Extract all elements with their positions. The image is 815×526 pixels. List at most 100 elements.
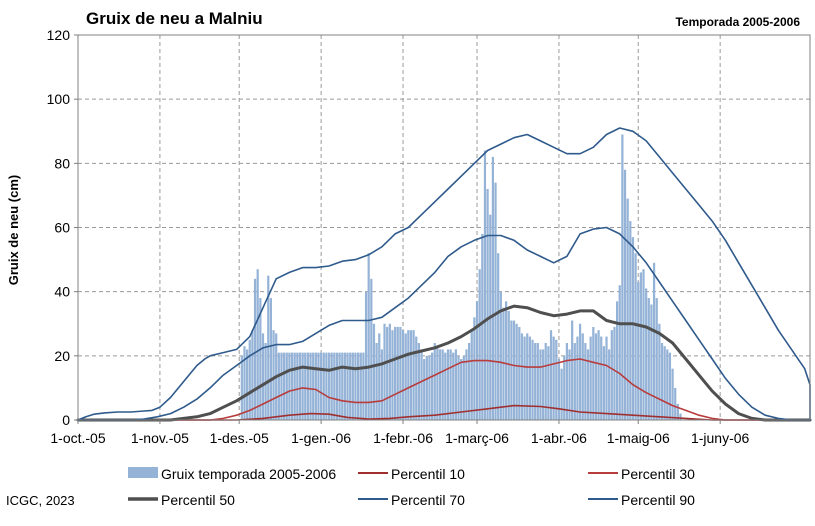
- snow-depth-bar: [565, 343, 568, 420]
- snow-depth-bar: [520, 333, 524, 420]
- x-tick-label: 1-març-06: [445, 430, 509, 446]
- snow-depth-bar: [343, 352, 347, 420]
- snow-depth-bar: [251, 330, 254, 420]
- y-tick-label: 60: [54, 220, 70, 236]
- snow-depth-bar: [494, 182, 497, 420]
- snow-depth-bar: [647, 298, 650, 420]
- snow-depth-bar: [240, 355, 243, 420]
- snow-depth-bar: [470, 330, 473, 420]
- snow-depth-bar: [467, 343, 471, 420]
- line-percentil-90: [77, 127, 811, 421]
- snow-depth-bar: [288, 352, 291, 420]
- snow-depth-bar: [486, 189, 489, 420]
- legend-label: Percentil 90: [621, 492, 695, 508]
- snow-depth-bar: [666, 349, 669, 420]
- y-tick-label: 120: [47, 27, 71, 43]
- snow-depth-bar: [349, 352, 352, 420]
- snow-depth-bar: [309, 352, 312, 420]
- snow-depth-bar: [386, 326, 389, 420]
- x-tick-label: 1-febr.-06: [373, 430, 433, 446]
- snow-depth-bar: [478, 269, 481, 420]
- snow-depth-bar: [668, 352, 672, 420]
- snow-depth-bar: [557, 359, 561, 420]
- snow-depth-bar: [293, 352, 296, 420]
- snow-depth-bar: [375, 343, 378, 420]
- snow-depth-bar: [430, 352, 434, 420]
- snow-depth-bar: [512, 320, 516, 420]
- snow-depth-bar: [576, 336, 579, 420]
- percentile-lines: [76, 127, 812, 422]
- snow-depth-bar: [301, 352, 304, 420]
- snow-depth-bar: [642, 269, 645, 420]
- snow-depth-bar: [330, 352, 333, 420]
- snow-depth-bar: [317, 352, 320, 420]
- y-tick-label: 0: [62, 412, 70, 428]
- snow-depth-bar: [396, 326, 399, 420]
- snow-depth-bar: [415, 336, 418, 420]
- snow-depth-bar: [634, 253, 637, 420]
- snow-depth-bar: [563, 355, 566, 420]
- snow-depth-bar: [608, 349, 611, 420]
- snow-depth-bar: [645, 288, 648, 420]
- snow-depth-bar: [283, 352, 286, 420]
- snow-depth-bar: [639, 272, 642, 420]
- snow-depth-bar: [615, 301, 619, 420]
- snow-depth-bar: [671, 368, 674, 420]
- snow-depth-bar: [438, 349, 442, 420]
- snow-depth-bar: [444, 352, 447, 420]
- snow-depth-bar: [446, 349, 450, 420]
- snow-depth-bar: [652, 262, 656, 420]
- snow-depth-bar: [497, 253, 500, 420]
- snow-depth-bar: [465, 349, 468, 420]
- snow-depth-bar: [423, 359, 426, 420]
- y-tick-label: 100: [47, 91, 71, 107]
- snow-depth-bar: [338, 352, 341, 420]
- snow-depth-bar: [285, 352, 288, 420]
- snow-depth-bar: [417, 343, 421, 420]
- snow-depth-bar: [296, 352, 299, 420]
- snow-depth-bar: [610, 330, 613, 420]
- snow-depth-bar: [327, 352, 331, 420]
- snow-depth-bar: [460, 359, 463, 420]
- snow-depth-bar: [362, 352, 365, 420]
- chart-subtitle: Temporada 2005-2006: [675, 15, 800, 29]
- snow-depth-bar: [259, 298, 262, 420]
- snow-depth-bar: [549, 330, 553, 420]
- snow-depth-bar: [306, 352, 310, 420]
- snow-depth-bar: [507, 310, 510, 420]
- snow-depth-bar: [341, 352, 344, 420]
- snow-depth-bar: [584, 343, 587, 420]
- snow-depth-bar: [412, 330, 415, 420]
- snow-depth-bar: [372, 323, 376, 420]
- snow-depth-bar: [462, 355, 465, 420]
- snow-depth-bar: [441, 349, 444, 420]
- snow-depth-bar: [573, 343, 576, 420]
- snow-depth-bar: [248, 339, 251, 420]
- snow-depth-bar: [399, 326, 402, 420]
- credit-text: ICGC, 2023: [6, 493, 75, 508]
- snow-depth-bar: [420, 349, 423, 420]
- snow-depth-bar: [425, 355, 428, 420]
- snow-depth-bar: [526, 333, 529, 420]
- snow-depth-bar: [298, 352, 302, 420]
- snow-depth-bar: [663, 346, 666, 420]
- snow-depth-bar: [589, 336, 592, 420]
- snow-depth-bar: [354, 352, 357, 420]
- snow-depth-bar: [256, 269, 259, 420]
- snow-depth-bar: [626, 198, 629, 420]
- snow-depth-bar: [401, 330, 405, 420]
- snow-depth-bar: [473, 317, 476, 420]
- snow-depth-bar: [637, 282, 640, 420]
- snow-depth-bar: [679, 413, 682, 420]
- line-percentil-70: [77, 226, 811, 421]
- legend: Gruix temporada 2005-2006 Percentil 10 Per…: [128, 466, 695, 508]
- snow-depth-bar: [314, 352, 317, 420]
- snow-depth-bar: [531, 339, 534, 420]
- snow-depth-bar: [246, 349, 249, 420]
- snow-depth-bar: [277, 352, 280, 420]
- snow-depth-bar: [335, 352, 339, 420]
- snow-depth-bar: [544, 343, 547, 420]
- snow-depth-bar: [325, 352, 328, 420]
- line-percentil-10: [77, 404, 811, 421]
